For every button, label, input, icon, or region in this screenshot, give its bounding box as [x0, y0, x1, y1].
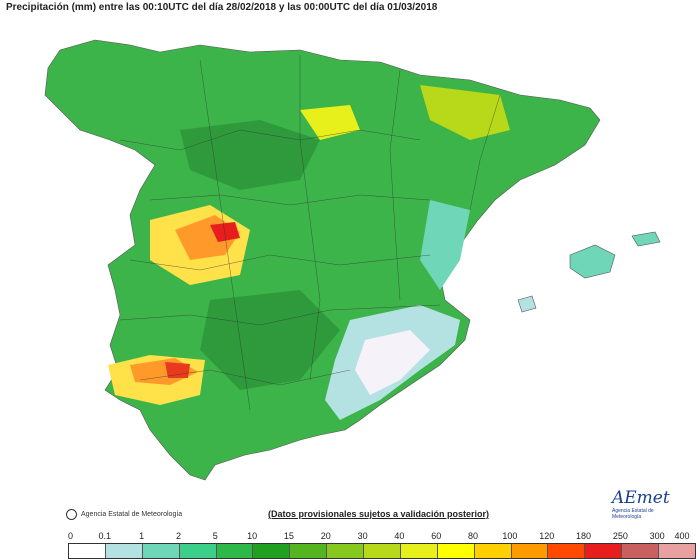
region-southeast-white [355, 330, 430, 395]
legend-swatch [437, 544, 475, 558]
legend-tick-label: 60 [431, 531, 442, 541]
legend-tick-label: 100 [502, 531, 518, 541]
province-borders [119, 55, 501, 411]
map-title: Precipitación (mm) entre las 00:10UTC de… [6, 2, 438, 13]
copyright-icon [66, 509, 77, 520]
legend-tick-label: 30 [357, 531, 368, 541]
legend-swatch [548, 544, 586, 558]
region-east-coast [420, 200, 470, 290]
region-north-yellowish [420, 85, 510, 140]
legend-tick-label: 5 [212, 531, 218, 541]
legend-swatch [400, 544, 438, 558]
legend-tick-label: 2 [175, 531, 181, 541]
legend-tick-label: 180 [576, 531, 592, 541]
legend-tick-label: 80 [468, 531, 479, 541]
legend-swatch [659, 544, 695, 558]
legend-tick-label: 10 [247, 531, 258, 541]
provisional-data-note: (Datos provisionales sujetos a validació… [268, 509, 490, 519]
legend-swatch [622, 544, 659, 558]
legend-tick-label: 0 [68, 531, 74, 541]
legend-tick-label: 15 [283, 531, 294, 541]
precipitation-map [44, 39, 661, 481]
legend-tick-label: 400 [674, 531, 690, 541]
legend-tick-labels: 0 0.1 1 2 5 10 15 20 30 40 60 80 100 120 180 250 300 400 [68, 531, 694, 543]
balearic-ibiza [517, 295, 537, 313]
logo-name: AEmet [612, 488, 670, 508]
legend-tick-label: 0.1 [98, 531, 112, 541]
aemet-logo: AEmet Agencia Estatal de Meteorología [612, 488, 682, 524]
legend-swatch [105, 544, 143, 558]
legend-swatch [216, 544, 254, 558]
color-legend [68, 543, 696, 559]
balearic-mallorca [569, 244, 616, 279]
legend-swatch [364, 544, 401, 558]
legend-tick-label: 20 [320, 531, 331, 541]
region-southwest-red [165, 362, 190, 378]
legend-swatch [511, 544, 549, 558]
legend-tick-label: 1 [139, 531, 145, 541]
legend-swatch [179, 544, 217, 558]
peninsula-landmass [44, 39, 601, 481]
legend-swatch [327, 544, 364, 558]
legend-swatch [142, 544, 180, 558]
agency-credit: Agencia Estatal de Meteorología [66, 509, 182, 520]
agency-name: Agencia Estatal de Meteorología [81, 511, 183, 518]
legend-tick-label: 250 [612, 531, 628, 541]
legend-swatch [253, 544, 291, 558]
region-upper-ebro [300, 105, 360, 140]
legend-swatch [69, 544, 106, 558]
legend-swatch [290, 544, 328, 558]
legend-swatch [585, 544, 623, 558]
legend-tick-label: 120 [539, 531, 555, 541]
legend-tick-label: 300 [649, 531, 665, 541]
region-south-central [200, 290, 340, 390]
balearic-menorca [631, 231, 661, 247]
legend-tick-label: 40 [394, 531, 405, 541]
region-west-red [210, 222, 240, 242]
legend-swatch [474, 544, 512, 558]
logo-subtitle: Agencia Estatal de Meteorología [612, 508, 654, 520]
